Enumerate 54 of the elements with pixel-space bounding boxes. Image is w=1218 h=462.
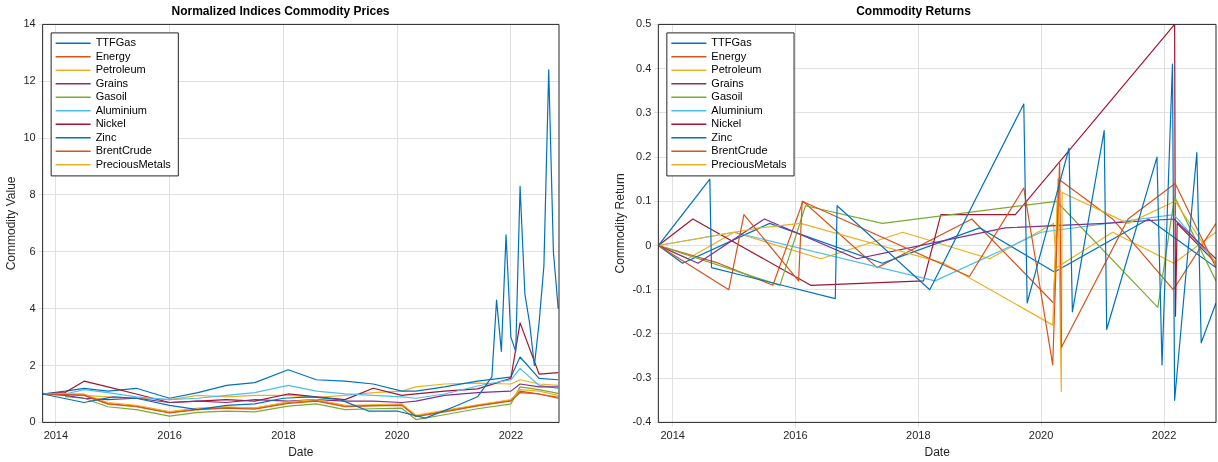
x-tick-label: 2020 (1028, 429, 1054, 442)
y-tick-label: -0.3 (632, 371, 652, 384)
x-axis-title: Date (288, 445, 314, 460)
legend-label: Zinc (711, 130, 733, 143)
y-tick-label: 2 (29, 358, 36, 371)
legend-label: PreciousMetals (95, 157, 172, 170)
legend-label: BrentCrude (711, 144, 768, 157)
y-tick-label: 0.5 (636, 17, 652, 30)
legend-label: BrentCrude (95, 144, 152, 157)
y-tick-label: 10 (23, 131, 36, 144)
y-tick-label: 14 (23, 17, 36, 30)
chart-title: Commodity Returns (856, 3, 972, 18)
y-tick-label: 0.4 (636, 61, 652, 74)
chart-title: Normalized Indices Commodity Prices (171, 3, 390, 18)
x-axis-title: Date (924, 445, 951, 460)
legend-label: Energy (95, 49, 131, 62)
y-tick-label: 0.2 (636, 150, 652, 163)
legend-label: Grains (95, 76, 129, 89)
x-tick-label: 2016 (783, 429, 808, 442)
y-tick-label: -0.1 (632, 282, 652, 295)
y-tick-label: 0 (29, 415, 36, 428)
y-tick-label: 4 (29, 301, 36, 314)
legend-label: Petroleum (711, 63, 762, 76)
x-tick-label: 2020 (384, 429, 410, 442)
x-tick-label: 2014 (43, 429, 69, 442)
legend-label: Energy (711, 49, 747, 62)
x-tick-label: 2022 (1151, 429, 1177, 442)
y-tick-label: 0.1 (636, 194, 652, 207)
legend-label: Nickel (95, 117, 126, 130)
x-tick-label: 2016 (157, 429, 182, 442)
legend-label: Grains (711, 76, 745, 89)
legend-label: Gasoil (711, 90, 743, 103)
y-axis-title: Commodity Value (3, 176, 18, 271)
y-tick-label: 0.3 (636, 105, 652, 118)
legend-label: Gasoil (95, 90, 127, 103)
legend-label: PreciousMetals (711, 157, 788, 170)
y-tick-label: -0.2 (632, 326, 652, 339)
legend-label: Nickel (711, 117, 742, 130)
x-tick-label: 2018 (906, 429, 931, 442)
legend-label: Aluminium (95, 103, 147, 116)
y-tick-label: 8 (29, 188, 36, 200)
x-tick-label: 2018 (271, 429, 296, 442)
legend-label: TTFGas (711, 36, 753, 49)
x-tick-label: 2022 (498, 429, 524, 442)
y-axis-title: Commodity Return (612, 173, 627, 274)
y-tick-label: 12 (23, 74, 36, 87)
x-tick-label: 2014 (660, 429, 685, 442)
legend-label: Aluminium (711, 103, 763, 116)
y-tick-label: -0.4 (632, 415, 652, 428)
legend-label: TTFGas (95, 36, 137, 49)
y-tick-label: 0 (645, 238, 652, 251)
y-tick-label: 6 (29, 244, 36, 257)
legend-label: Zinc (95, 130, 117, 143)
legend-label: Petroleum (95, 63, 146, 76)
